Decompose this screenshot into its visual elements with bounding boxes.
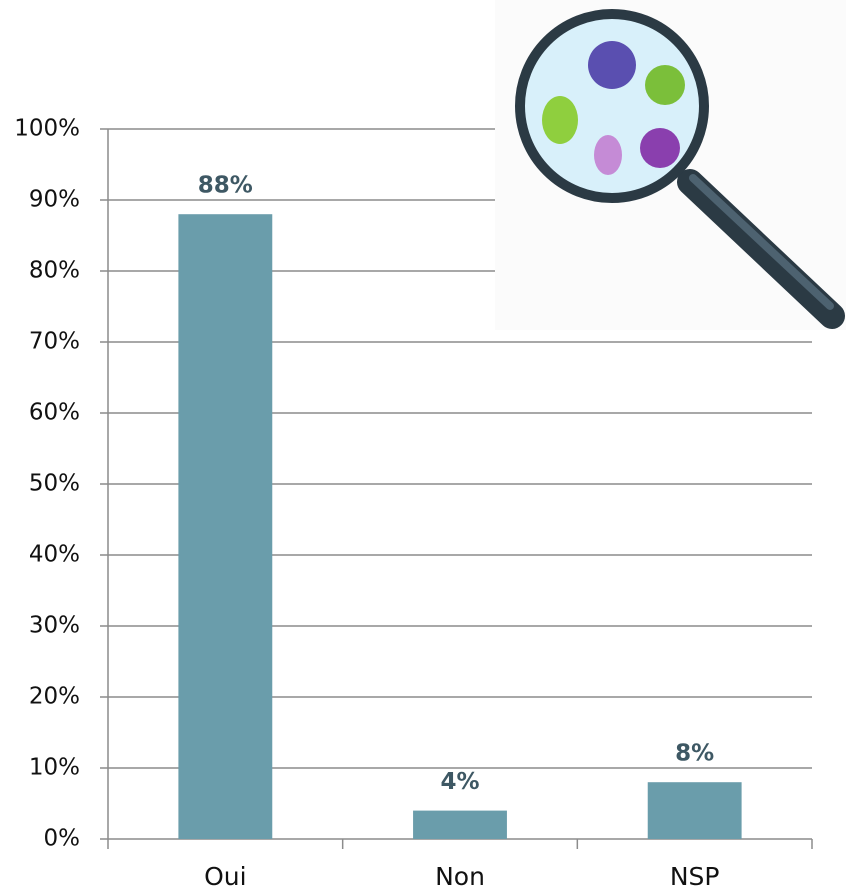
- magnifier-handle-shine: [689, 174, 834, 310]
- germ: [594, 135, 622, 175]
- y-tick-label: 60%: [29, 400, 80, 426]
- y-tick-label: 90%: [29, 187, 80, 213]
- y-tick-label: 0%: [44, 826, 81, 852]
- value-label: 8%: [675, 741, 714, 767]
- y-tick-label: 20%: [29, 684, 80, 710]
- bar: [178, 214, 273, 839]
- x-tick-label: Non: [435, 862, 485, 891]
- y-tick-label: 70%: [29, 329, 80, 355]
- magnifier-handle: [677, 169, 845, 329]
- y-tick-label: 50%: [29, 471, 80, 497]
- value-label: 4%: [440, 769, 479, 795]
- germ: [542, 96, 578, 144]
- plot: 0% 10% 20% 30% 40% 50% 60% 70% 80% 90% 100% Oui 88% N…: [14, 116, 813, 891]
- x-tick-label: NSP: [670, 862, 720, 891]
- y-tick-label: 30%: [29, 613, 80, 639]
- y-tick-label: 10%: [29, 755, 80, 781]
- magnifier-illustration: [495, 0, 846, 330]
- value-label: 88%: [198, 173, 253, 199]
- bar: [413, 810, 507, 839]
- x-tick-label: Oui: [204, 862, 246, 891]
- bar: [647, 782, 742, 839]
- germ: [645, 65, 685, 105]
- germ: [640, 128, 680, 168]
- y-tick-label: 80%: [29, 258, 80, 284]
- y-tick-label: 40%: [29, 542, 80, 568]
- y-tick-label: 100%: [14, 116, 80, 142]
- germ: [588, 41, 636, 89]
